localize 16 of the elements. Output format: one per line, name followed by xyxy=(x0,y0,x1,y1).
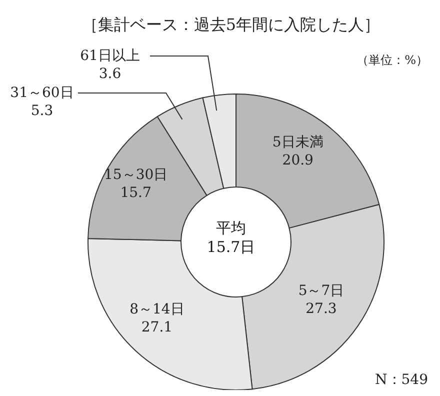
data-label: 27.3 xyxy=(306,301,337,318)
slice-label: 31～60日 xyxy=(10,85,74,101)
text: N：549 xyxy=(375,372,428,388)
chart-title: ［集計ベース：過去5年間に入院した人］ xyxy=(82,15,380,34)
data-label: 27.1 xyxy=(141,320,173,336)
data-label: 3.6 xyxy=(98,66,122,82)
slice-label: 8～14日 xyxy=(130,302,184,318)
data-label: 15.7 xyxy=(120,184,152,201)
slice-label: 5～7日 xyxy=(298,283,344,300)
slice-label: 61日以上 xyxy=(80,48,140,64)
slice-label: 15～30日 xyxy=(104,166,168,183)
data-label: 5.3 xyxy=(30,103,54,119)
text: （単位：%） xyxy=(356,53,428,67)
slice-label: 5日未満 xyxy=(272,134,324,150)
text: 平均 15.7日 xyxy=(206,219,256,256)
data-label: 20.9 xyxy=(282,152,314,168)
